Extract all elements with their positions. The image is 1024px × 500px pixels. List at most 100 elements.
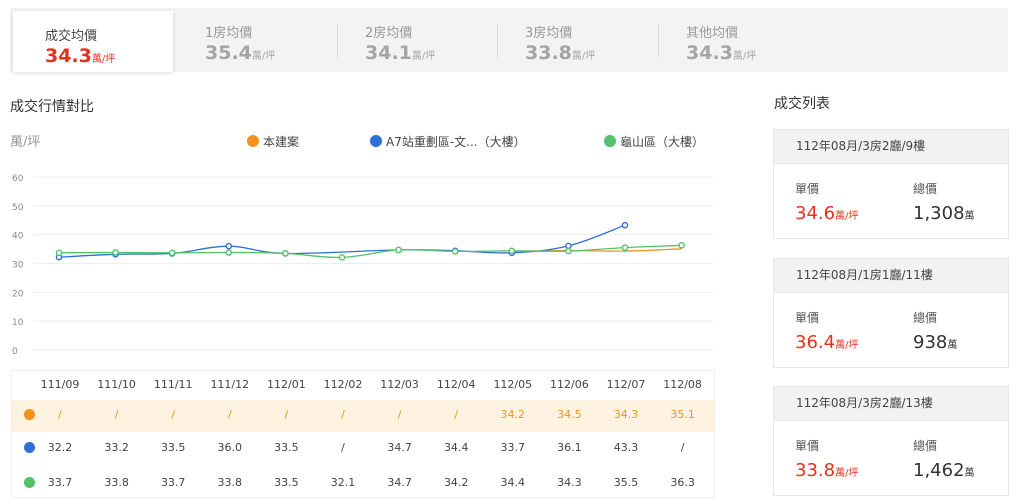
tab-avg-price[interactable]: 成交均價 34.3萬/坪 (13, 11, 173, 72)
legend-label: 龜山區（大樓） (620, 135, 705, 149)
data-point (112, 249, 119, 256)
tab-label: 3房均價 (525, 26, 573, 41)
data-point (282, 250, 289, 257)
transaction-card[interactable]: 112年08月/3房2廳/13樓 單價 總價 33.8萬/坪 1,462萬 (773, 386, 1009, 496)
tab-2room-price[interactable]: 2房均價 34.1萬/坪 (335, 8, 495, 72)
data-point (338, 254, 346, 261)
transaction-heading: 112年08月/3房2廳/9樓 (774, 130, 1008, 164)
x-tick-label: 111/11 (153, 378, 193, 391)
data-label: / (227, 408, 232, 421)
comparison-title: 成交行情對比 (10, 99, 94, 115)
tab-label: 其他均價 (686, 26, 739, 41)
data-label: / (284, 408, 289, 421)
tab-label: 成交均價 (45, 29, 98, 44)
series-dot (24, 477, 35, 488)
total-price-value: 1,308萬 (913, 203, 975, 224)
transaction-card[interactable]: 112年08月/3房2廳/9樓 單價 總價 34.6萬/坪 1,308萬 (773, 129, 1009, 239)
legend-dot (247, 135, 259, 147)
total-price-label: 總價 (913, 182, 938, 196)
y-tick-label: 40 (12, 232, 24, 242)
data-label: / (454, 408, 459, 421)
transaction-heading: 112年08月/1房1廳/11樓 (774, 259, 1008, 293)
x-tick-label: 112/08 (663, 378, 702, 391)
tab-value: 34.1萬/坪 (365, 42, 436, 64)
data-label: 34.5 (557, 408, 582, 421)
tab-3room-price[interactable]: 3房均價 33.8萬/坪 (495, 8, 655, 72)
y-tick-label: 0 (12, 347, 18, 357)
x-tick-label: 112/02 (323, 378, 363, 391)
total-price-label: 總價 (913, 311, 938, 325)
transactions-title: 成交列表 (774, 96, 830, 112)
y-tick-label: 50 (12, 203, 24, 213)
data-label: 33.7 (160, 476, 186, 489)
data-point (565, 247, 572, 255)
x-tick-label: 111/10 (97, 378, 136, 391)
data-label: 35.5 (613, 476, 639, 489)
data-label: 33.2 (104, 441, 129, 454)
x-tick-label: 112/07 (606, 378, 646, 391)
x-tick-label: 112/01 (267, 378, 306, 391)
x-tick-label: 112/03 (380, 378, 419, 391)
data-label: 34.7 (387, 441, 412, 454)
tab-label: 1房均價 (205, 26, 253, 41)
series-line (58, 244, 682, 259)
data-label: 33.8 (104, 476, 129, 489)
y-tick-label: 10 (12, 318, 24, 328)
tab-other-price[interactable]: 其他均價 34.3萬/坪 (655, 8, 815, 72)
data-point (451, 248, 459, 255)
data-label: 43.3 (613, 441, 639, 454)
data-label: 33.8 (217, 476, 243, 489)
data-label: 34.7 (387, 476, 412, 489)
unit-price-label: 單價 (795, 182, 820, 196)
data-label: 34.4 (443, 441, 469, 454)
tab-label: 2房均價 (365, 26, 413, 41)
data-label: / (680, 441, 685, 454)
y-tick-label: 20 (12, 289, 24, 299)
data-label: / (114, 408, 119, 421)
data-label: 33.5 (274, 441, 299, 454)
legend-item-guishan-district[interactable]: 龜山區（大樓） (604, 133, 704, 150)
highlight-row-bg (12, 400, 714, 432)
legend-dot (370, 135, 382, 147)
tab-divider (658, 24, 659, 58)
data-label: 34.2 (443, 476, 469, 489)
unit-price-value: 36.4萬/坪 (795, 332, 859, 353)
series-dot (24, 409, 35, 420)
chart-data-table: 111/09 111/10 111/11 111/12 112/01 112/02 112/… (11, 370, 715, 498)
x-tick-label: 112/05 (493, 378, 533, 391)
data-point (395, 246, 402, 254)
unit-price-label: 單價 (795, 311, 820, 325)
data-point (225, 249, 233, 256)
data-label: / (341, 408, 345, 421)
data-point (621, 244, 629, 251)
data-label: / (171, 408, 176, 421)
legend-dot (604, 135, 616, 147)
data-point (508, 247, 516, 255)
tab-value: 34.3萬/坪 (45, 45, 116, 67)
tab-1room-price[interactable]: 1房均價 35.4萬/坪 (173, 8, 333, 72)
data-label: 32.1 (330, 476, 356, 489)
data-point (168, 249, 176, 257)
transaction-card[interactable]: 112年08月/1房1廳/11樓 單價 總價 36.4萬/坪 938萬 (773, 258, 1009, 368)
data-label: 33.5 (160, 441, 186, 454)
y-tick-label: 30 (12, 261, 24, 271)
x-tick-label: 112/06 (550, 378, 589, 391)
data-label: 32.2 (47, 441, 73, 454)
legend-item-a7-district[interactable]: A7站重劃區-文...（大樓） (370, 133, 526, 150)
transaction-heading: 112年08月/3房2廳/13樓 (774, 387, 1008, 421)
data-label: 34.3 (613, 408, 639, 421)
legend-item-project[interactable]: 本建案 (247, 133, 299, 150)
data-label: 33.7 (47, 476, 73, 489)
data-point (225, 242, 233, 250)
x-tick-label: 111/12 (210, 378, 250, 391)
data-label: 33.7 (500, 441, 526, 454)
data-point (621, 221, 629, 229)
x-tick-label: 112/04 (436, 378, 476, 391)
y-tick-label: 60 (12, 174, 24, 184)
legend-label: 本建案 (263, 135, 300, 149)
tab-divider (497, 24, 498, 58)
line-chart: 0 10 20 30 40 50 60 (12, 174, 713, 357)
data-point (565, 242, 572, 250)
total-price-value: 1,462萬 (913, 460, 975, 481)
data-label: 34.2 (500, 408, 526, 421)
